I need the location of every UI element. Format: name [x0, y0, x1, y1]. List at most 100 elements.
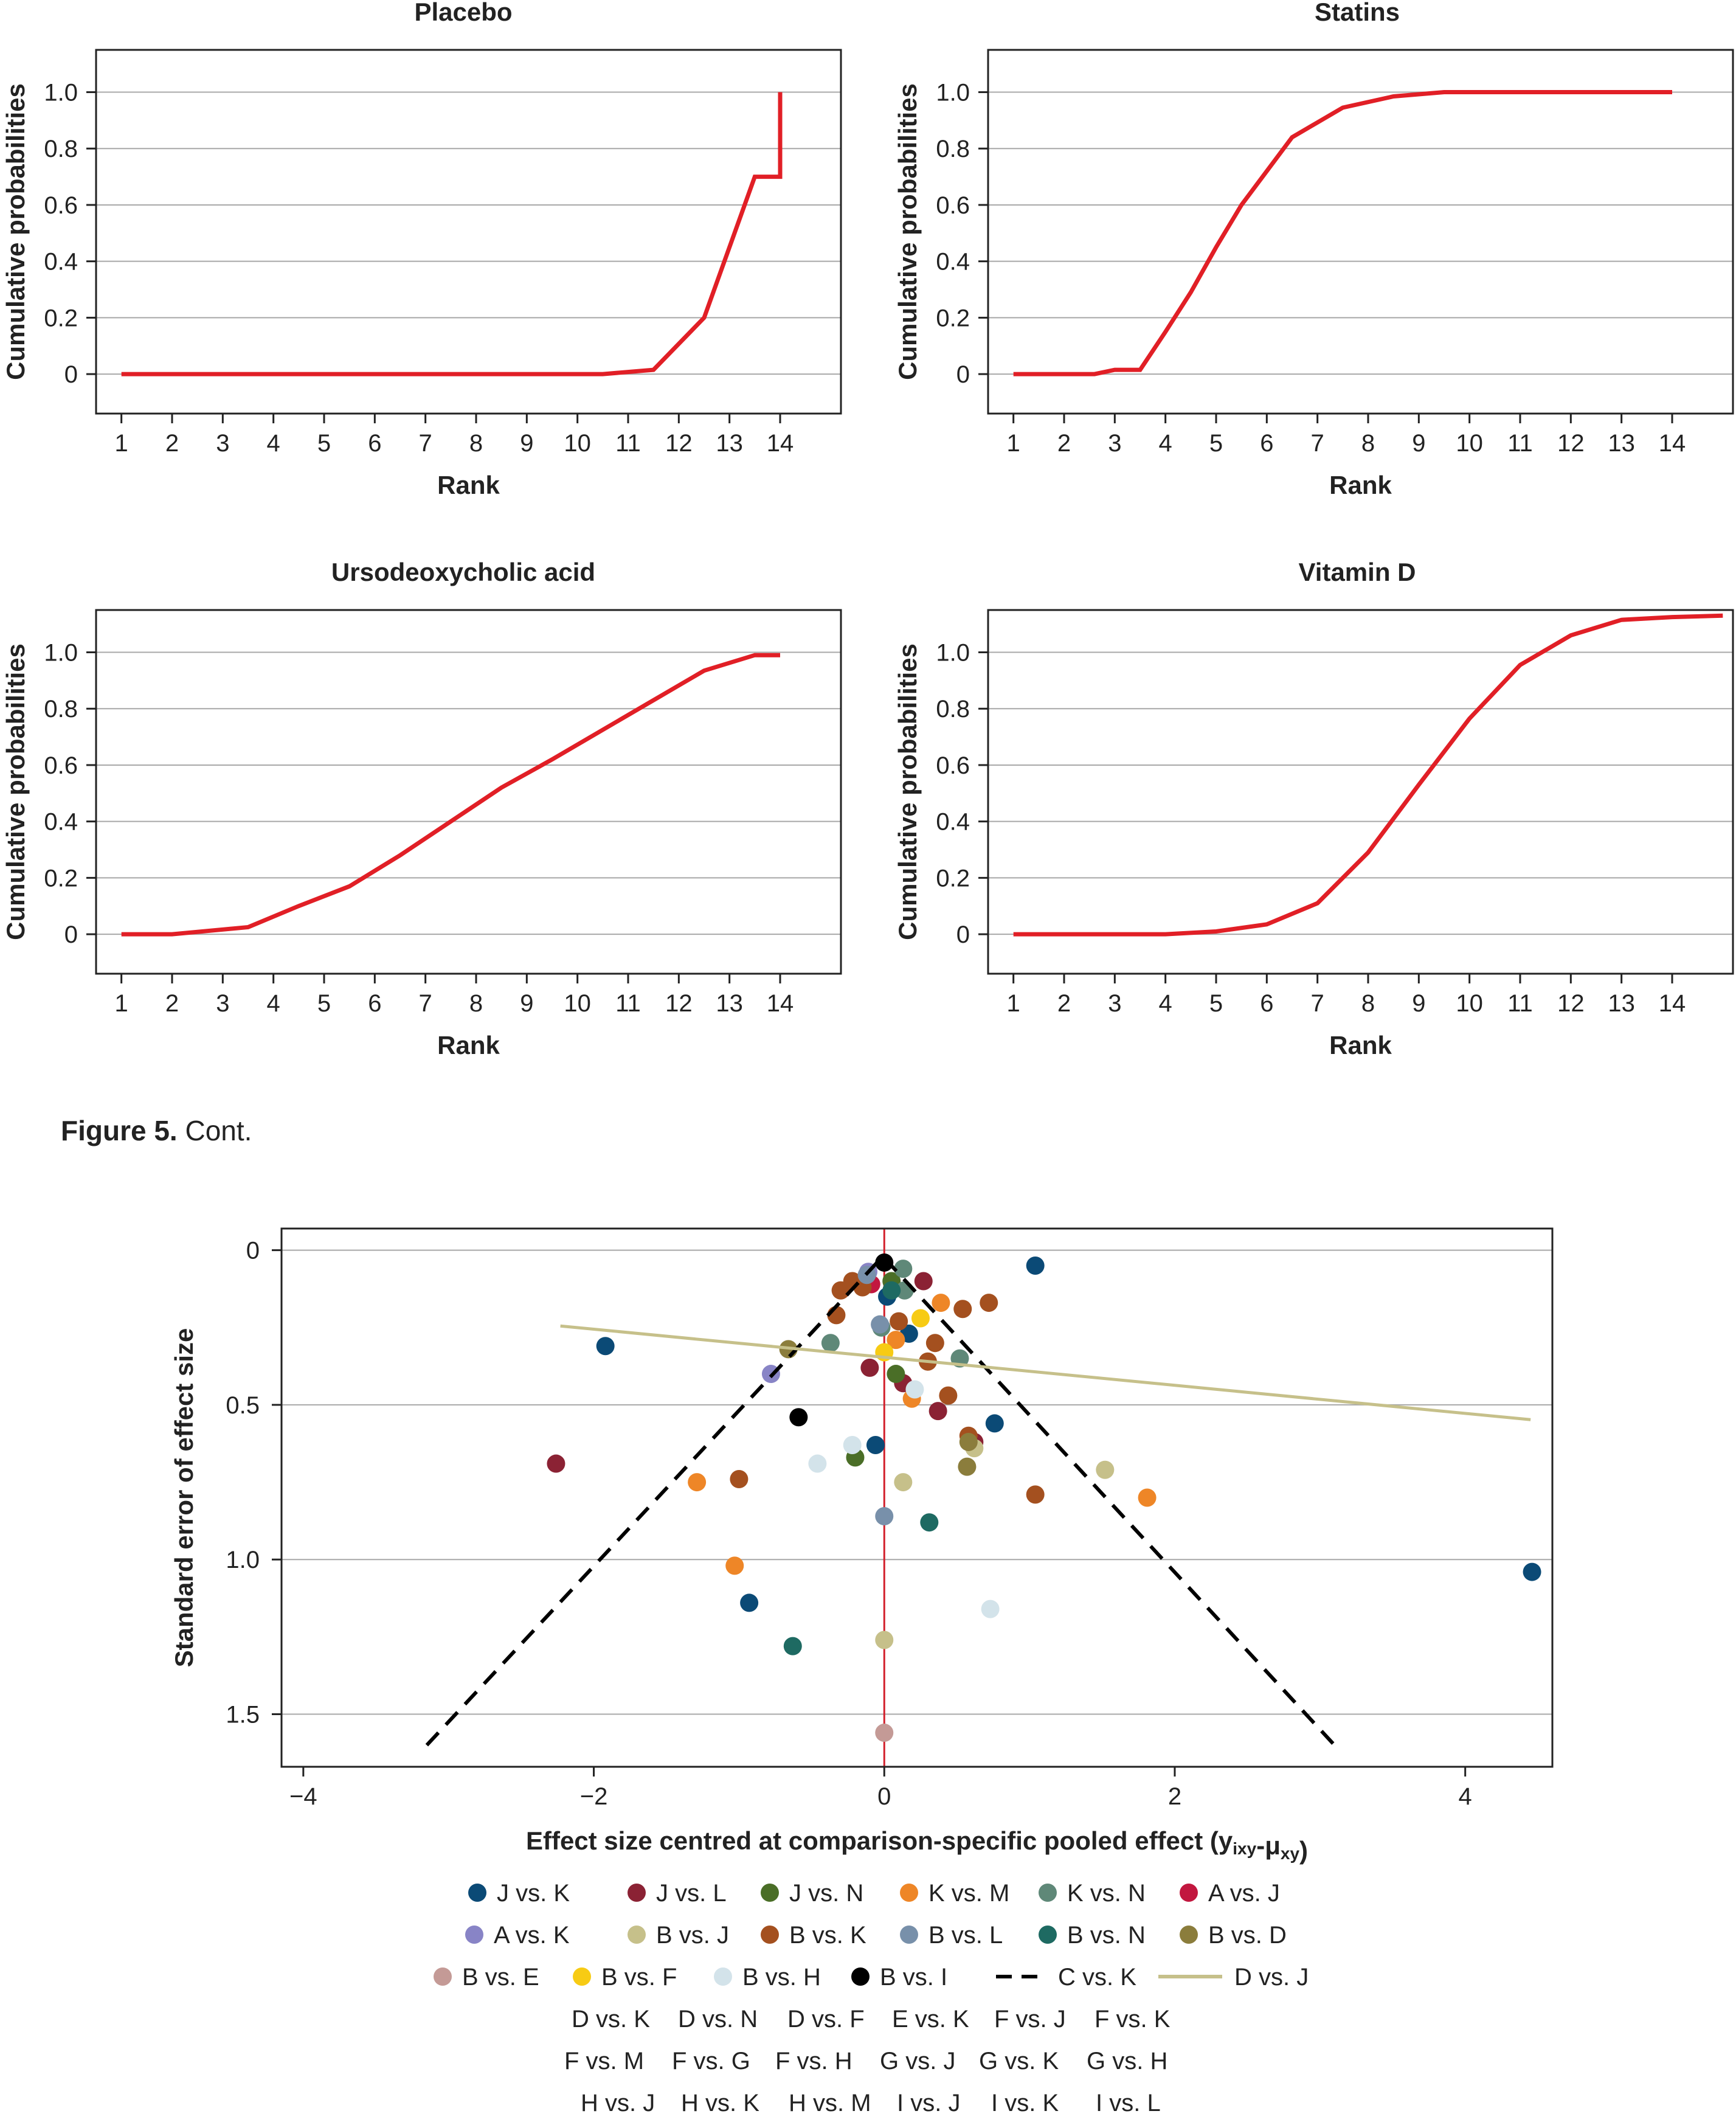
y-tick-label: 0.8 [936, 136, 970, 162]
x-tick-label: 8 [469, 990, 483, 1017]
x-axis-label: Rank [437, 1031, 500, 1059]
scatter-point [920, 1513, 939, 1532]
y-tick-label: 0.4 [44, 809, 78, 836]
x-tick-label: 12 [665, 430, 693, 457]
y-tick-label: 0 [246, 1238, 260, 1264]
x-tick-label: 9 [1412, 990, 1425, 1017]
scatter-point [866, 1436, 885, 1455]
scatter-point [890, 1312, 908, 1331]
y-tick-label: 0.2 [44, 865, 78, 892]
x-tick-label: 3 [1108, 430, 1121, 457]
legend-label: B vs. L [929, 1922, 1003, 1949]
y-tick-label: 0.6 [936, 192, 970, 219]
x-tick-label: 5 [1209, 990, 1223, 1017]
x-tick-label: 11 [1507, 990, 1533, 1017]
scatter-point [871, 1315, 890, 1334]
legend-label: B vs. K [789, 1922, 866, 1949]
legend-label: B vs. E [462, 1964, 539, 1991]
legend-label: F vs. H [775, 2048, 852, 2075]
legend-label: D vs. F [787, 2006, 865, 2033]
x-tick-label: 9 [520, 990, 533, 1017]
y-tick-label: 1.0 [226, 1547, 260, 1573]
scatter-point [980, 1294, 998, 1312]
legend-marker [1039, 1926, 1057, 1944]
x-tick-label: 3 [1108, 990, 1121, 1017]
legend-label: C vs. K [1058, 1964, 1136, 1991]
legend-label: D vs. J [1234, 1964, 1309, 1991]
x-tick-label: 4 [1159, 990, 1172, 1017]
x-tick-label: 6 [1260, 990, 1273, 1017]
x-tick-label: 4 [267, 430, 280, 457]
x-tick-label: 9 [520, 430, 533, 457]
y-axis-label: Cumulative probabilities [1, 643, 30, 940]
x-tick-label: 2 [1168, 1783, 1181, 1810]
scatter-point [740, 1593, 759, 1612]
x-axis-label: Rank [1329, 471, 1392, 499]
y-tick-label: 1.0 [44, 640, 78, 667]
scatter-point [939, 1386, 958, 1405]
legend-label: H vs. M [789, 2090, 871, 2116]
x-tick-label: 4 [267, 990, 280, 1017]
x-axis-label-part: -μ [1256, 1831, 1281, 1860]
x-tick-label: 8 [1361, 990, 1375, 1017]
x-tick-label: 1 [1007, 990, 1020, 1017]
legend-marker [714, 1967, 732, 1986]
legend-label: B vs. I [880, 1964, 947, 1991]
y-tick-label: 0.4 [44, 249, 78, 276]
legend-label: J vs. L [656, 1880, 727, 1907]
legend-marker [900, 1884, 918, 1902]
y-tick-label: 1.0 [936, 80, 970, 106]
legend-label: I vs. J [897, 2090, 960, 2116]
legend-label: F vs. M [564, 2048, 644, 2075]
scatter-point [789, 1408, 808, 1427]
legend-label: E vs. K [892, 2006, 969, 2033]
x-tick-label: 11 [615, 430, 641, 457]
x-tick-label: 10 [1456, 990, 1483, 1017]
legend-label: H vs. K [681, 2090, 759, 2116]
y-tick-label: 1.0 [44, 80, 78, 106]
legend-label: A vs. J [1208, 1880, 1280, 1907]
scatter-point [911, 1309, 930, 1328]
x-tick-label: 13 [1608, 430, 1635, 457]
legend-label: B vs. N [1067, 1922, 1146, 1949]
scatter-point [1096, 1460, 1115, 1479]
plot-frame [95, 609, 842, 975]
y-tick-label: 0 [64, 361, 78, 388]
x-tick-label: 0 [877, 1783, 891, 1810]
y-axis-label: Cumulative probabilities [893, 83, 922, 380]
legend-marker [434, 1967, 452, 1986]
x-axis-label-part: ) [1299, 1836, 1308, 1865]
x-tick-label: 2 [1057, 430, 1071, 457]
y-tick-label: 0.8 [936, 696, 970, 723]
scatter-point [887, 1365, 905, 1384]
x-tick-label: 6 [1260, 430, 1273, 457]
scatter-point [985, 1414, 1004, 1433]
x-tick-label: 5 [1209, 430, 1223, 457]
legend-label: J vs. N [789, 1880, 863, 1907]
x-axis-label: Rank [1329, 1031, 1392, 1059]
legend-label: G vs. H [1087, 2048, 1167, 2075]
x-tick-label: 11 [1507, 430, 1533, 457]
x-axis-label: Effect size centred at comparison-specif… [526, 1826, 1308, 1865]
y-tick-label: 1.0 [936, 640, 970, 667]
x-tick-label: 4 [1459, 1783, 1472, 1810]
x-tick-label: 14 [1659, 990, 1686, 1017]
scatter-point [894, 1473, 913, 1492]
y-tick-label: 0.6 [936, 752, 970, 779]
y-tick-label: 0.2 [936, 305, 970, 331]
x-axis-label-part: Effect size centred at comparison-specif… [526, 1826, 1233, 1855]
scatter-point [875, 1253, 894, 1272]
x-tick-label: 9 [1412, 430, 1425, 457]
figure-caption-text: Cont. [185, 1115, 252, 1146]
funnel-plot: 0 0.5 1.0 1.5 −4 −2 0 2 4 Effect size centred at … [170, 1227, 1554, 2116]
y-tick-label: 0.2 [936, 865, 970, 892]
scatter-point [688, 1473, 707, 1492]
legend-marker [761, 1884, 779, 1902]
x-tick-label: −2 [580, 1783, 608, 1810]
legend-label: K vs. M [929, 1880, 1009, 1907]
x-tick-label: 1 [115, 990, 128, 1017]
legend-marker [900, 1926, 918, 1944]
legend-label: J vs. K [497, 1880, 570, 1907]
